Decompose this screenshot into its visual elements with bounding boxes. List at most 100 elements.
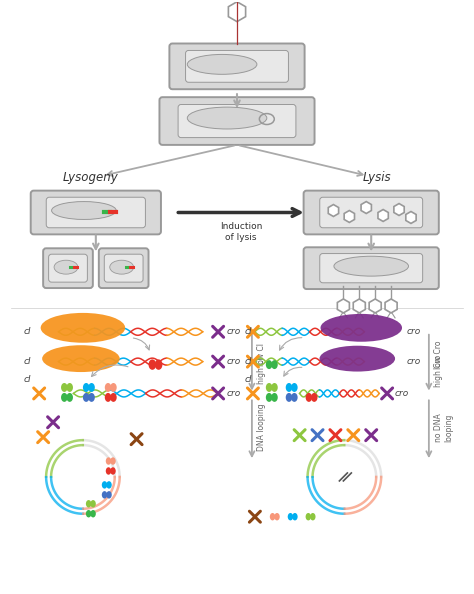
Text: cro: cro [395, 389, 410, 398]
Ellipse shape [291, 393, 298, 402]
Ellipse shape [270, 513, 275, 520]
Polygon shape [328, 204, 338, 216]
Text: cro: cro [227, 389, 241, 398]
Ellipse shape [266, 383, 273, 392]
Ellipse shape [66, 393, 73, 402]
Ellipse shape [91, 510, 96, 517]
Ellipse shape [271, 360, 278, 369]
Ellipse shape [102, 481, 107, 489]
Ellipse shape [61, 383, 68, 392]
Ellipse shape [83, 383, 90, 392]
Polygon shape [344, 210, 355, 222]
Text: Induction
of lysis: Induction of lysis [220, 222, 262, 242]
Ellipse shape [110, 260, 134, 274]
Text: high Cro: high Cro [434, 355, 443, 387]
FancyBboxPatch shape [159, 97, 315, 145]
Ellipse shape [306, 513, 311, 520]
Text: cro: cro [407, 357, 421, 366]
Ellipse shape [110, 393, 117, 402]
Ellipse shape [106, 481, 112, 489]
Ellipse shape [311, 393, 318, 402]
FancyBboxPatch shape [104, 254, 143, 282]
Ellipse shape [41, 313, 125, 343]
FancyBboxPatch shape [320, 254, 423, 283]
Ellipse shape [334, 256, 409, 276]
Text: Lysis: Lysis [363, 170, 392, 184]
Ellipse shape [83, 393, 90, 402]
Ellipse shape [66, 383, 73, 392]
Ellipse shape [110, 457, 116, 465]
Text: cI: cI [23, 374, 31, 384]
Ellipse shape [187, 55, 257, 74]
FancyBboxPatch shape [31, 191, 161, 235]
Ellipse shape [102, 491, 107, 498]
Polygon shape [353, 299, 365, 313]
FancyBboxPatch shape [49, 254, 87, 282]
Polygon shape [228, 2, 246, 21]
Ellipse shape [319, 346, 395, 372]
Ellipse shape [266, 360, 273, 369]
Ellipse shape [52, 201, 116, 219]
FancyBboxPatch shape [185, 50, 289, 82]
Text: cI: cI [245, 374, 253, 384]
Ellipse shape [155, 359, 163, 370]
Text: no DNA
looping: no DNA looping [434, 413, 453, 441]
Ellipse shape [310, 513, 316, 520]
FancyBboxPatch shape [304, 191, 439, 235]
Ellipse shape [88, 393, 95, 402]
FancyBboxPatch shape [304, 247, 439, 289]
Polygon shape [369, 299, 381, 313]
Ellipse shape [105, 383, 111, 392]
Polygon shape [394, 204, 404, 216]
Ellipse shape [306, 393, 312, 402]
Ellipse shape [286, 383, 292, 392]
FancyBboxPatch shape [169, 43, 305, 89]
Text: cI: cI [245, 357, 253, 366]
Text: low Cro: low Cro [434, 340, 443, 369]
Ellipse shape [274, 513, 280, 520]
Ellipse shape [42, 345, 120, 372]
Ellipse shape [288, 513, 293, 520]
Polygon shape [337, 299, 349, 313]
Ellipse shape [148, 359, 156, 370]
FancyBboxPatch shape [178, 105, 296, 138]
Text: cI: cI [23, 327, 31, 336]
Ellipse shape [271, 393, 278, 402]
Ellipse shape [271, 383, 278, 392]
Ellipse shape [320, 314, 402, 342]
Text: high CI: high CI [257, 357, 266, 384]
Ellipse shape [54, 260, 78, 274]
Text: Lysogeny: Lysogeny [63, 170, 118, 184]
Ellipse shape [187, 107, 267, 129]
Ellipse shape [292, 513, 298, 520]
Ellipse shape [286, 393, 292, 402]
Ellipse shape [86, 500, 91, 507]
Ellipse shape [106, 467, 111, 475]
FancyBboxPatch shape [320, 197, 423, 228]
Ellipse shape [61, 393, 68, 402]
Ellipse shape [106, 491, 112, 498]
Ellipse shape [91, 500, 96, 507]
Text: cro: cro [407, 327, 421, 336]
Polygon shape [385, 299, 397, 313]
Text: low CI: low CI [257, 343, 266, 366]
Ellipse shape [110, 383, 117, 392]
FancyBboxPatch shape [43, 248, 93, 288]
FancyBboxPatch shape [46, 197, 146, 228]
Ellipse shape [110, 467, 116, 475]
Text: cI: cI [245, 327, 253, 336]
Ellipse shape [105, 393, 111, 402]
Polygon shape [378, 210, 388, 222]
Polygon shape [406, 211, 416, 223]
Ellipse shape [88, 383, 95, 392]
Polygon shape [361, 201, 372, 213]
Ellipse shape [106, 457, 111, 465]
Text: cI: cI [23, 357, 31, 366]
Ellipse shape [86, 510, 91, 517]
Text: cro: cro [227, 327, 241, 336]
FancyBboxPatch shape [99, 248, 148, 288]
Ellipse shape [266, 393, 273, 402]
Text: cro: cro [227, 357, 241, 366]
Ellipse shape [291, 383, 298, 392]
Text: DNA looping: DNA looping [257, 403, 266, 451]
